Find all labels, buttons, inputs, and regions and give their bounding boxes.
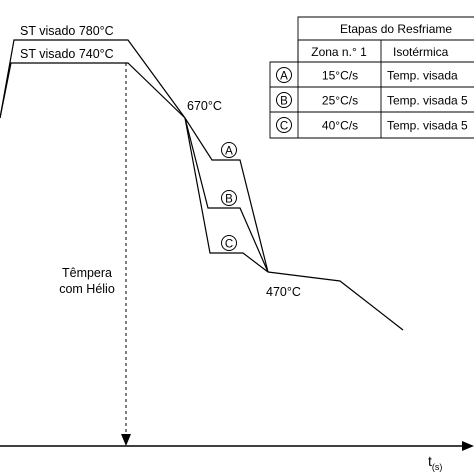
table-row-a-isothermal: Temp. visada — [387, 69, 458, 83]
helium-quench-arrow — [121, 434, 131, 446]
table-row-b-isothermal: Temp. visada 5 — [387, 94, 468, 108]
path-marker-b-letter: B — [225, 194, 233, 206]
label-st-780: ST visado 780°C — [20, 24, 114, 38]
path-marker-a-letter: A — [225, 146, 233, 158]
time-axis-label: t(s) — [428, 453, 442, 472]
table-row-a: A 15°C/s Temp. visada — [276, 67, 458, 83]
table-header-isothermal: Isotérmica — [393, 45, 449, 59]
time-axis-symbol: t — [428, 453, 432, 469]
path-marker-a: A — [221, 142, 237, 158]
label-470: 470°C — [266, 285, 301, 299]
table-row-c-zone1: 40°C/s — [322, 119, 358, 133]
cooling-path-c — [184, 117, 269, 273]
cooling-stages-table: Etapas do Resfriame Zona n.° 1 Isotérmic… — [269, 16, 474, 139]
cooling-path-b — [184, 117, 269, 273]
table-row-b-marker — [276, 92, 292, 108]
table-header-zone1: Zona n.° 1 — [311, 45, 367, 59]
label-670: 670°C — [187, 99, 222, 113]
label-com-helio: com Hélio — [59, 282, 115, 296]
heating-curve-780 — [0, 39, 186, 119]
time-axis-unit: (s) — [432, 462, 443, 472]
label-st-740: ST visado 740°C — [20, 47, 114, 61]
path-marker-c-circle — [221, 235, 237, 251]
final-cooling-curve — [267, 271, 404, 331]
path-marker-a-circle — [221, 142, 237, 158]
table-row-b: B 25°C/s Temp. visada 5 — [276, 92, 468, 108]
table-row-a-zone1: 15°C/s — [322, 69, 358, 83]
table-row-b-zone1: 25°C/s — [322, 94, 358, 108]
path-marker-c: C — [221, 235, 237, 251]
table-row-b-letter: B — [280, 96, 288, 108]
table-title: Etapas do Resfriame — [340, 22, 452, 36]
path-marker-b-circle — [221, 190, 237, 206]
path-marker-c-letter: C — [225, 239, 233, 251]
table-row-c: C 40°C/s Temp. visada 5 — [276, 117, 468, 133]
table-row-c-marker — [276, 117, 292, 133]
time-axis-arrow — [462, 441, 474, 451]
table-row-a-letter: A — [280, 71, 288, 83]
table-row-c-letter: C — [280, 121, 288, 133]
heating-curve-740 — [0, 62, 186, 119]
table-row-a-marker — [276, 67, 292, 83]
label-tempera: Têmpera — [62, 266, 112, 280]
table-row-c-isothermal: Temp. visada 5 — [387, 119, 468, 133]
path-marker-b: B — [221, 190, 237, 206]
cooling-path-a — [184, 117, 269, 273]
